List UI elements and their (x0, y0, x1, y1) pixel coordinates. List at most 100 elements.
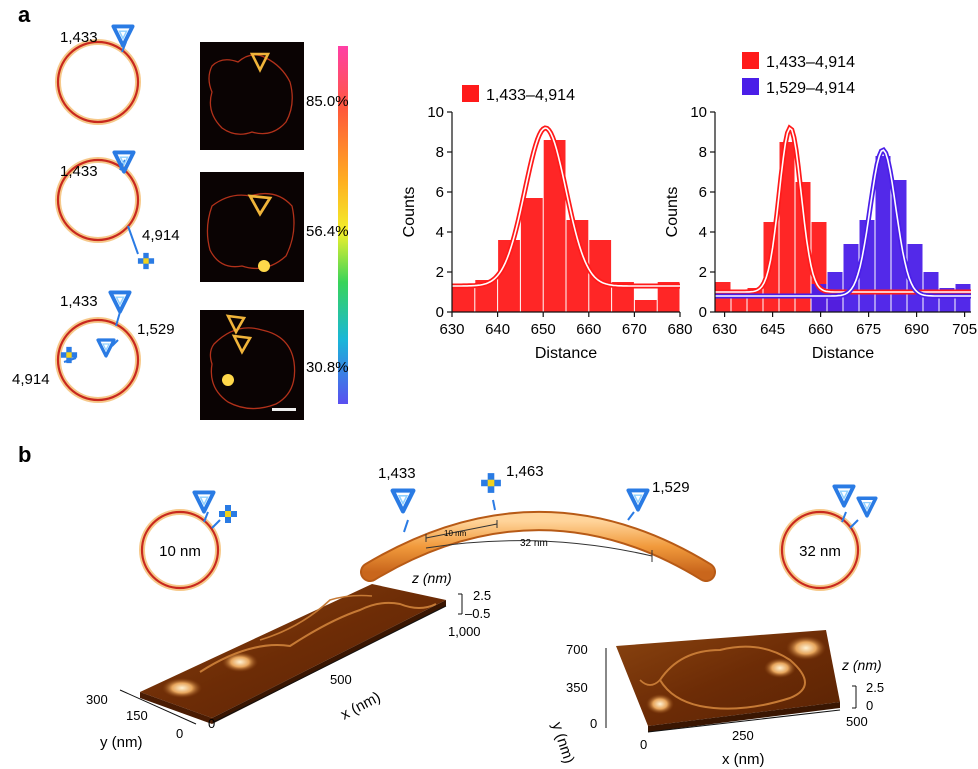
y-tick: 350 (566, 680, 588, 695)
arc-site-label: 1,463 (506, 463, 544, 480)
cross-tag-icon (137, 252, 155, 270)
y-tick: 700 (566, 642, 588, 657)
colorbar (338, 46, 348, 404)
z-tick: 0 (866, 698, 873, 713)
colorbar-label: 85.0% (306, 93, 349, 110)
y-axis-label: Counts (664, 187, 681, 238)
legend-label: 1,529–4,914 (766, 80, 855, 97)
cross-tag-icon (481, 473, 501, 493)
x-tick: 500 (330, 672, 352, 687)
y-tick: 150 (126, 708, 148, 723)
site-label: 1,433 (60, 29, 98, 46)
circle-size-label: 32 nm (799, 543, 841, 560)
x-tick-label: 650 (531, 321, 556, 338)
triangle-tag-icon (111, 24, 135, 48)
x-tick: 250 (732, 728, 754, 743)
y-tick-label: 4 (436, 224, 444, 241)
plasmid-diagram-2: 1,433 4,914 (55, 150, 180, 270)
afm-thumbnail-1 (200, 42, 304, 150)
x-tick: 0 (208, 716, 215, 731)
afm-thumbnail-3 (200, 310, 304, 420)
x-axis-label: x (nm) (338, 689, 384, 724)
x-tick-label: 690 (904, 321, 929, 338)
triangle-tag-icon (108, 290, 132, 314)
histogram-chart-2: 0 2 4 6 8 10 630 645 660 675 690 705 Distance Counts 1… (664, 52, 977, 362)
y-tick-label: 8 (699, 144, 707, 161)
panel-b-letter: b (18, 442, 31, 467)
y-axis-label: Counts (401, 187, 418, 238)
arc-site-label: 1,433 (378, 465, 416, 482)
triangle-tag-icon (626, 488, 650, 512)
x-tick-label: 645 (760, 321, 785, 338)
histogram-bar (452, 288, 475, 312)
histogram-bar (612, 282, 634, 312)
afm-3d-surface-left: z (nm) 2.5 –0.5 0 500 1,000 x (nm) 300 1… (86, 570, 491, 751)
y-axis-label: y (nm) (100, 734, 143, 751)
histogram-bar (589, 240, 612, 312)
y-tick-label: 6 (699, 184, 707, 201)
histogram-bar (543, 140, 566, 312)
y-tick: 0 (590, 716, 597, 731)
x-tick-label: 670 (622, 321, 647, 338)
y-tick-label: 8 (436, 144, 444, 161)
x-axis-label: x (nm) (722, 751, 765, 768)
triangle-tag-icon (192, 490, 216, 514)
x-tick-label: 630 (439, 321, 464, 338)
x-tick: 500 (846, 714, 868, 729)
z-axis-label: z (nm) (841, 657, 882, 673)
arc-site-label: 1,529 (652, 479, 690, 496)
site-label: 1,433 (60, 293, 98, 310)
z-tick: 2.5 (473, 588, 491, 603)
legend-swatch (742, 78, 759, 95)
legend-swatch (742, 52, 759, 69)
x-axis-label: Distance (535, 345, 597, 362)
circle-size-label: 10 nm (159, 543, 201, 560)
fit-curve (715, 149, 971, 297)
x-tick-label: 660 (576, 321, 601, 338)
triangle-tag-icon (393, 491, 414, 512)
histogram-bar (498, 240, 520, 312)
panel-a-letter: a (18, 2, 31, 27)
x-tick-label: 640 (485, 321, 510, 338)
plasmid-diagram-3: 1,433 1,529 4,914 (12, 290, 175, 403)
site-label: 1,433 (60, 163, 98, 180)
y-tick-label: 0 (699, 304, 707, 321)
x-tick-label: 630 (712, 321, 737, 338)
histogram-bar (566, 220, 589, 312)
x-tick-label: 675 (856, 321, 881, 338)
x-tick: 0 (640, 737, 647, 752)
histogram-bar (875, 156, 891, 312)
cross-tag-icon (60, 346, 78, 364)
fit-curve (452, 127, 680, 287)
site-label: 4,914 (12, 371, 50, 388)
y-tick-label: 4 (699, 224, 707, 241)
fit-curve-outline (715, 124, 971, 295)
cross-tag-icon (219, 505, 237, 523)
y-tick-label: 10 (427, 104, 444, 121)
y-tick-label: 2 (699, 264, 707, 281)
fit-curve (715, 126, 971, 293)
plasmid-diagram-1: 1,433 (55, 24, 141, 125)
x-tick: 1,000 (448, 624, 481, 639)
triangle-tag-icon (856, 496, 878, 518)
legend-label: 1,433–4,914 (486, 87, 575, 104)
y-tick: 300 (86, 692, 108, 707)
histogram-bar (475, 280, 498, 312)
x-tick-label: 660 (808, 321, 833, 338)
triangle-tag-icon (96, 338, 116, 358)
y-tick-label: 6 (436, 184, 444, 201)
histogram-bar (520, 198, 543, 312)
afm-3d-surface-right: 700 350 0 y (nm) 0 250 500 x (nm) z (nm)… (548, 630, 884, 768)
distance-label-long: 32 nm (520, 538, 548, 549)
z-tick: –0.5 (465, 606, 490, 621)
plasmid-diagram-32nm: 32 nm (779, 484, 878, 591)
site-label: 1,529 (137, 321, 175, 338)
y-tick-label: 10 (690, 104, 707, 121)
x-axis-label: Distance (812, 345, 874, 362)
colorbar-label: 56.4% (306, 223, 349, 240)
fit-curve-outline (452, 125, 680, 289)
site-label: 4,914 (142, 227, 180, 244)
histogram-chart-1: 0 2 4 6 8 10 630 640 650 660 670 680 Distance Counts 1… (401, 85, 693, 362)
legend-swatch (462, 85, 479, 102)
